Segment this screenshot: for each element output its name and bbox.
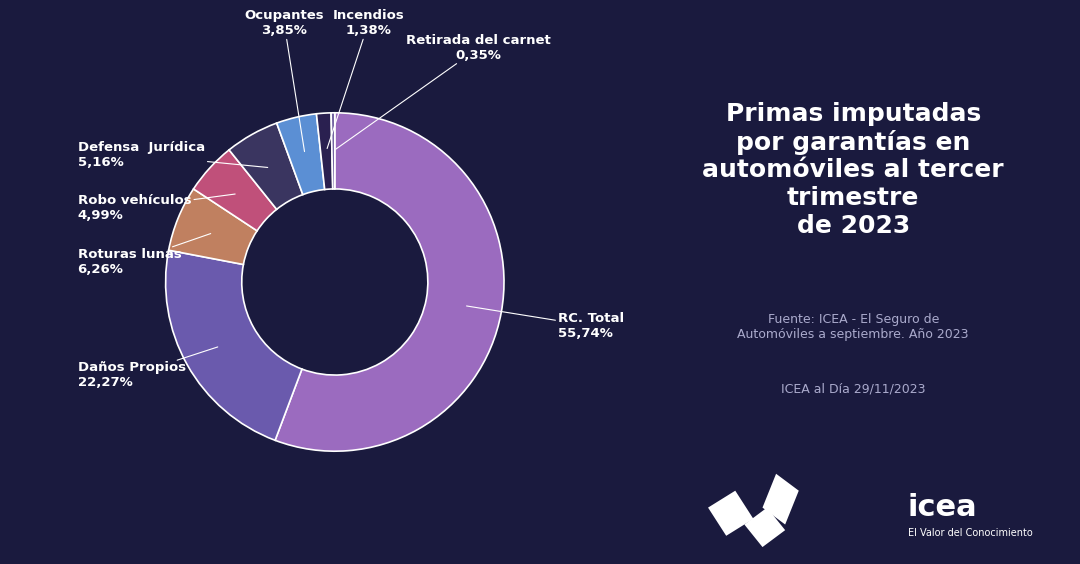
Text: Defensa  Jurídica
5,16%: Defensa Jurídica 5,16% (78, 141, 268, 169)
Text: Ocupantes
3,85%: Ocupantes 3,85% (244, 8, 324, 152)
Wedge shape (165, 250, 302, 440)
Text: El Valor del Conocimiento: El Valor del Conocimiento (907, 528, 1032, 538)
Text: Incendios
1,38%: Incendios 1,38% (327, 8, 405, 148)
Text: Roturas lunas
6,26%: Roturas lunas 6,26% (78, 233, 211, 276)
Text: Robo vehículos
4,99%: Robo vehículos 4,99% (78, 193, 235, 222)
Text: Fuente: ICEA - El Seguro de
Automóviles a septiembre. Año 2023: Fuente: ICEA - El Seguro de Automóviles … (738, 313, 969, 341)
Text: RC. Total
55,74%: RC. Total 55,74% (467, 306, 624, 340)
Wedge shape (275, 113, 504, 451)
Wedge shape (332, 113, 335, 189)
Wedge shape (276, 114, 325, 195)
Text: Daños Propios
22,27%: Daños Propios 22,27% (78, 347, 218, 389)
Polygon shape (744, 508, 785, 547)
Wedge shape (168, 189, 257, 265)
Text: icea: icea (907, 493, 977, 522)
Polygon shape (708, 491, 754, 536)
Wedge shape (193, 150, 276, 231)
Text: ICEA al Día 29/11/2023: ICEA al Día 29/11/2023 (781, 382, 926, 396)
Polygon shape (762, 474, 799, 525)
Text: Primas imputadas
por garantías en
automóviles al tercer
trimestre
de 2023: Primas imputadas por garantías en automó… (702, 102, 1004, 238)
Text: Retirada del carnet
0,35%: Retirada del carnet 0,35% (336, 34, 551, 149)
Wedge shape (316, 113, 333, 190)
Wedge shape (229, 123, 302, 209)
